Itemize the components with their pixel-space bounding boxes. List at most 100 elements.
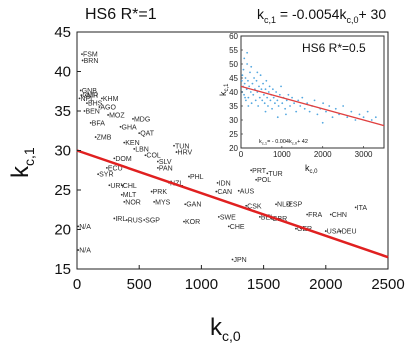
main-equation: kc,1 = -0.0054kc,0+ 30 bbox=[257, 6, 386, 25]
country-point bbox=[250, 169, 253, 172]
inset-x-tick-label: 3000 bbox=[355, 150, 373, 159]
x-label-base: k bbox=[210, 314, 223, 341]
main-x-axis-label: kc,0 bbox=[210, 314, 241, 344]
inset-point bbox=[287, 93, 290, 96]
inset-y-tick-label: 20 bbox=[229, 144, 238, 153]
eq-intercept: + 30 bbox=[358, 6, 386, 22]
y-label-sub: c,1 bbox=[21, 147, 37, 166]
country-label: MOZ bbox=[109, 112, 125, 119]
country-point bbox=[329, 213, 332, 216]
inset-point bbox=[246, 63, 249, 65]
inset-point bbox=[254, 99, 257, 102]
country-point bbox=[119, 125, 122, 128]
inset-point bbox=[257, 105, 260, 107]
country-label: FRA bbox=[308, 212, 322, 219]
country-label: DEU bbox=[342, 229, 357, 236]
inset-point bbox=[308, 110, 311, 113]
inset-point bbox=[267, 91, 270, 93]
country-point bbox=[120, 184, 123, 187]
eq-k0-sub: c,0 bbox=[346, 15, 358, 25]
country-point bbox=[227, 225, 230, 228]
country-point bbox=[120, 193, 123, 196]
inset-point bbox=[325, 110, 327, 113]
inset-point bbox=[271, 107, 273, 110]
country-label: GAN bbox=[186, 202, 201, 209]
country-point bbox=[339, 230, 342, 232]
country-label: SGP bbox=[145, 218, 160, 225]
inset-point bbox=[249, 91, 252, 93]
inset-point bbox=[362, 116, 365, 119]
y-tick-label: 30 bbox=[54, 143, 71, 160]
inset-point bbox=[303, 107, 306, 110]
inset-point bbox=[358, 113, 361, 116]
country-label: PHL bbox=[190, 174, 204, 181]
inset-point bbox=[334, 107, 337, 110]
inset-point bbox=[263, 102, 266, 105]
inset-point bbox=[253, 77, 255, 79]
country-point bbox=[258, 215, 261, 218]
inset-point bbox=[260, 88, 263, 91]
country-point bbox=[79, 89, 82, 92]
inset-x-tick-label: 1000 bbox=[273, 150, 291, 159]
inset-y-tick-label: 30 bbox=[229, 116, 238, 125]
inset-y-tick-label: 40 bbox=[229, 88, 238, 97]
inset-y-tick-label: 50 bbox=[229, 60, 238, 69]
inset-point bbox=[255, 79, 258, 82]
country-point bbox=[144, 154, 147, 157]
inset-point bbox=[247, 79, 249, 82]
x-label-sub: c,0 bbox=[222, 328, 241, 344]
inset-y-tick-label: 35 bbox=[229, 102, 238, 111]
inset-point bbox=[250, 65, 253, 68]
country-label: SYR bbox=[99, 172, 113, 179]
country-point bbox=[133, 148, 136, 150]
x-tick-label: 2000 bbox=[309, 276, 342, 293]
x-tick-label: 1000 bbox=[185, 276, 218, 293]
country-point bbox=[86, 102, 88, 104]
country-point bbox=[123, 200, 126, 203]
country-label: ZMB bbox=[97, 135, 112, 142]
x-tick-label: 1500 bbox=[247, 276, 280, 293]
country-point bbox=[156, 166, 159, 169]
country-label: NLD bbox=[277, 202, 291, 209]
country-label: BEN bbox=[85, 109, 99, 116]
country-point bbox=[184, 203, 187, 206]
inset-point bbox=[297, 99, 300, 102]
country-point bbox=[306, 213, 309, 216]
y-tick-label: 35 bbox=[54, 103, 71, 120]
country-point bbox=[295, 227, 297, 230]
main-y-axis-label: kc,1 bbox=[7, 147, 37, 178]
country-point bbox=[143, 219, 146, 221]
inset-eq-rest-sub: c,0 bbox=[292, 141, 298, 146]
inset-point bbox=[316, 113, 319, 116]
country-point bbox=[324, 230, 327, 232]
country-label: IDN bbox=[219, 180, 231, 187]
country-label: NOR bbox=[125, 199, 141, 206]
inset-y-label-sub: c,1 bbox=[224, 83, 230, 92]
y-tick-label: 20 bbox=[54, 222, 71, 239]
country-label: N/A bbox=[79, 224, 91, 231]
inset-point bbox=[258, 85, 260, 88]
inset-point bbox=[284, 107, 287, 110]
inset-point bbox=[247, 105, 250, 107]
y-tick-label: 45 bbox=[54, 24, 71, 41]
inset-point bbox=[265, 79, 268, 82]
inset-point bbox=[259, 74, 262, 77]
country-point bbox=[105, 166, 108, 169]
country-point bbox=[175, 151, 178, 153]
country-label: LBN bbox=[135, 146, 149, 153]
inset-point bbox=[299, 105, 302, 107]
inset-x-label-sub: c,0 bbox=[310, 169, 319, 175]
country-label: PRT bbox=[252, 168, 267, 175]
inset-x-tick-label: 0 bbox=[239, 150, 244, 159]
country-label: BEL bbox=[261, 214, 274, 221]
inset-point bbox=[277, 105, 280, 107]
inset-y-tick-label: 60 bbox=[229, 32, 238, 41]
inset-point bbox=[256, 71, 259, 74]
country-label: IRL bbox=[115, 216, 126, 223]
country-point bbox=[156, 160, 159, 163]
inset-point bbox=[276, 99, 279, 102]
country-label: ECU bbox=[108, 165, 123, 172]
country-label: COL bbox=[146, 153, 161, 160]
inset-point bbox=[250, 102, 253, 105]
